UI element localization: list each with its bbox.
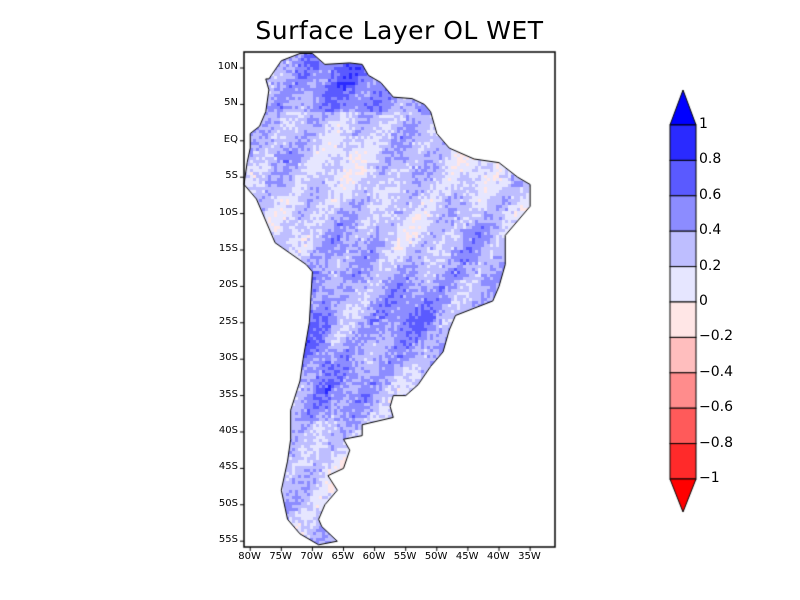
map-title: Surface Layer OL WET (255, 16, 544, 45)
